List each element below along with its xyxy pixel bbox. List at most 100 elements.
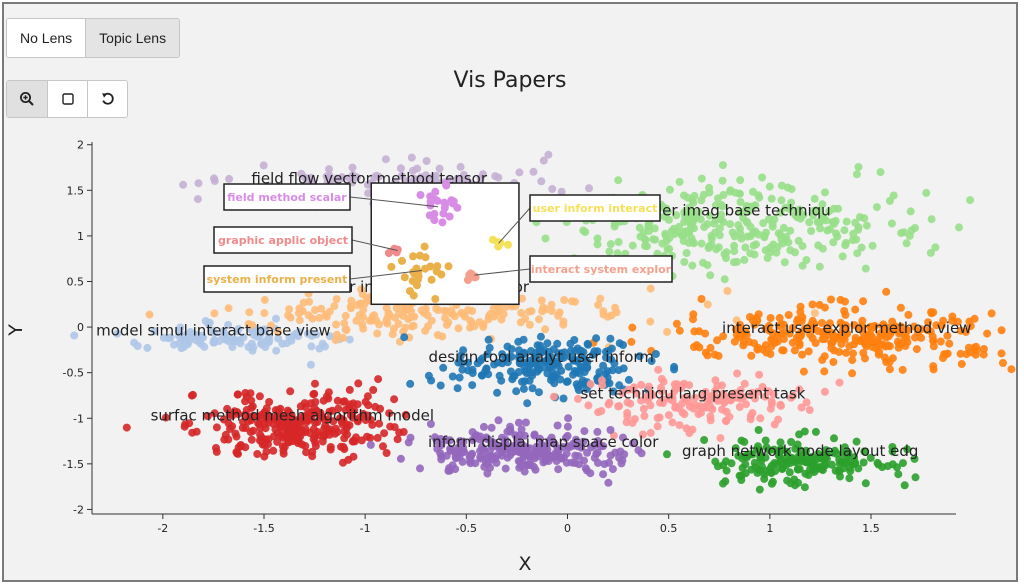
data-point[interactable] xyxy=(553,339,562,348)
data-point[interactable] xyxy=(497,443,506,452)
data-point[interactable] xyxy=(675,421,684,430)
data-point[interactable] xyxy=(753,387,762,396)
data-point[interactable] xyxy=(703,351,712,360)
data-point[interactable] xyxy=(246,428,255,436)
data-point[interactable] xyxy=(731,188,740,197)
data-point[interactable] xyxy=(266,413,275,421)
data-point[interactable] xyxy=(680,258,689,266)
data-point[interactable] xyxy=(262,404,271,413)
data-point[interactable] xyxy=(885,365,894,374)
data-point[interactable] xyxy=(212,447,221,456)
data-point[interactable] xyxy=(706,271,715,280)
data-point[interactable] xyxy=(885,342,894,351)
data-point[interactable] xyxy=(288,423,297,432)
data-point[interactable] xyxy=(798,350,807,359)
lens-point[interactable] xyxy=(432,267,441,276)
data-point[interactable] xyxy=(764,215,773,224)
data-point[interactable] xyxy=(767,479,776,488)
data-point[interactable] xyxy=(507,352,516,361)
lens-point[interactable] xyxy=(413,281,421,290)
data-point[interactable] xyxy=(485,312,493,321)
data-point[interactable] xyxy=(282,419,291,428)
data-point[interactable] xyxy=(354,379,363,388)
data-point[interactable] xyxy=(835,467,844,475)
data-point[interactable] xyxy=(358,290,367,299)
data-point[interactable] xyxy=(719,191,728,199)
data-point[interactable] xyxy=(330,302,339,310)
data-point[interactable] xyxy=(897,229,906,237)
data-point[interactable] xyxy=(306,360,315,369)
data-point[interactable] xyxy=(541,325,550,334)
data-point[interactable] xyxy=(452,454,460,463)
data-point[interactable] xyxy=(617,459,626,468)
data-point[interactable] xyxy=(430,433,439,442)
data-point[interactable] xyxy=(912,345,921,354)
data-point[interactable] xyxy=(797,457,806,466)
data-point[interactable] xyxy=(234,410,243,419)
data-point[interactable] xyxy=(697,295,706,303)
data-point[interactable] xyxy=(185,335,194,344)
data-point[interactable] xyxy=(829,238,838,247)
data-point[interactable] xyxy=(525,368,534,377)
data-point[interactable] xyxy=(752,240,760,249)
data-point[interactable] xyxy=(464,358,473,367)
data-point[interactable] xyxy=(726,220,735,229)
data-point[interactable] xyxy=(793,315,802,324)
data-point[interactable] xyxy=(700,436,709,444)
data-point[interactable] xyxy=(736,224,744,233)
data-point[interactable] xyxy=(482,433,491,442)
data-point[interactable] xyxy=(311,442,320,450)
data-point[interactable] xyxy=(260,440,269,449)
reset-button[interactable] xyxy=(87,81,127,117)
data-point[interactable] xyxy=(896,303,905,312)
data-point[interactable] xyxy=(802,256,811,264)
lens-point[interactable] xyxy=(400,273,409,282)
data-point[interactable] xyxy=(804,471,813,479)
data-point[interactable] xyxy=(483,350,492,359)
data-point[interactable] xyxy=(143,343,152,352)
data-point[interactable] xyxy=(979,345,988,353)
data-point[interactable] xyxy=(910,322,918,331)
data-point[interactable] xyxy=(609,387,618,396)
data-point[interactable] xyxy=(575,369,584,378)
data-point[interactable] xyxy=(309,390,318,399)
data-point[interactable] xyxy=(746,313,754,321)
data-point[interactable] xyxy=(407,153,416,162)
lens-point[interactable] xyxy=(421,264,430,273)
data-point[interactable] xyxy=(685,381,694,390)
select-box-button[interactable] xyxy=(47,81,87,117)
data-point[interactable] xyxy=(766,350,775,358)
data-point[interactable] xyxy=(766,314,775,322)
data-point[interactable] xyxy=(852,170,861,179)
data-point[interactable] xyxy=(897,322,906,331)
data-point[interactable] xyxy=(369,386,378,394)
data-point[interactable] xyxy=(637,449,646,458)
data-point[interactable] xyxy=(364,189,373,198)
data-point[interactable] xyxy=(769,390,778,399)
data-point[interactable] xyxy=(448,372,457,381)
data-point[interactable] xyxy=(675,222,684,231)
data-point[interactable] xyxy=(795,333,803,342)
data-point[interactable] xyxy=(541,234,550,243)
data-point[interactable] xyxy=(694,207,703,216)
data-point[interactable] xyxy=(858,316,867,325)
data-point[interactable] xyxy=(836,295,845,304)
data-point[interactable] xyxy=(810,194,819,203)
data-point[interactable] xyxy=(799,367,808,376)
data-point[interactable] xyxy=(473,359,482,368)
data-point[interactable] xyxy=(730,241,739,250)
data-point[interactable] xyxy=(274,327,282,336)
data-point[interactable] xyxy=(688,425,697,434)
data-point[interactable] xyxy=(770,420,779,429)
data-point[interactable] xyxy=(471,459,480,468)
data-point[interactable] xyxy=(523,399,532,408)
data-point[interactable] xyxy=(604,346,613,355)
data-point[interactable] xyxy=(179,180,188,189)
data-point[interactable] xyxy=(670,365,679,374)
data-point[interactable] xyxy=(174,327,183,336)
data-point[interactable] xyxy=(855,324,864,333)
lens-point[interactable] xyxy=(449,197,458,206)
data-point[interactable] xyxy=(400,333,409,342)
lens-point[interactable] xyxy=(431,295,440,303)
data-point[interactable] xyxy=(743,232,752,241)
